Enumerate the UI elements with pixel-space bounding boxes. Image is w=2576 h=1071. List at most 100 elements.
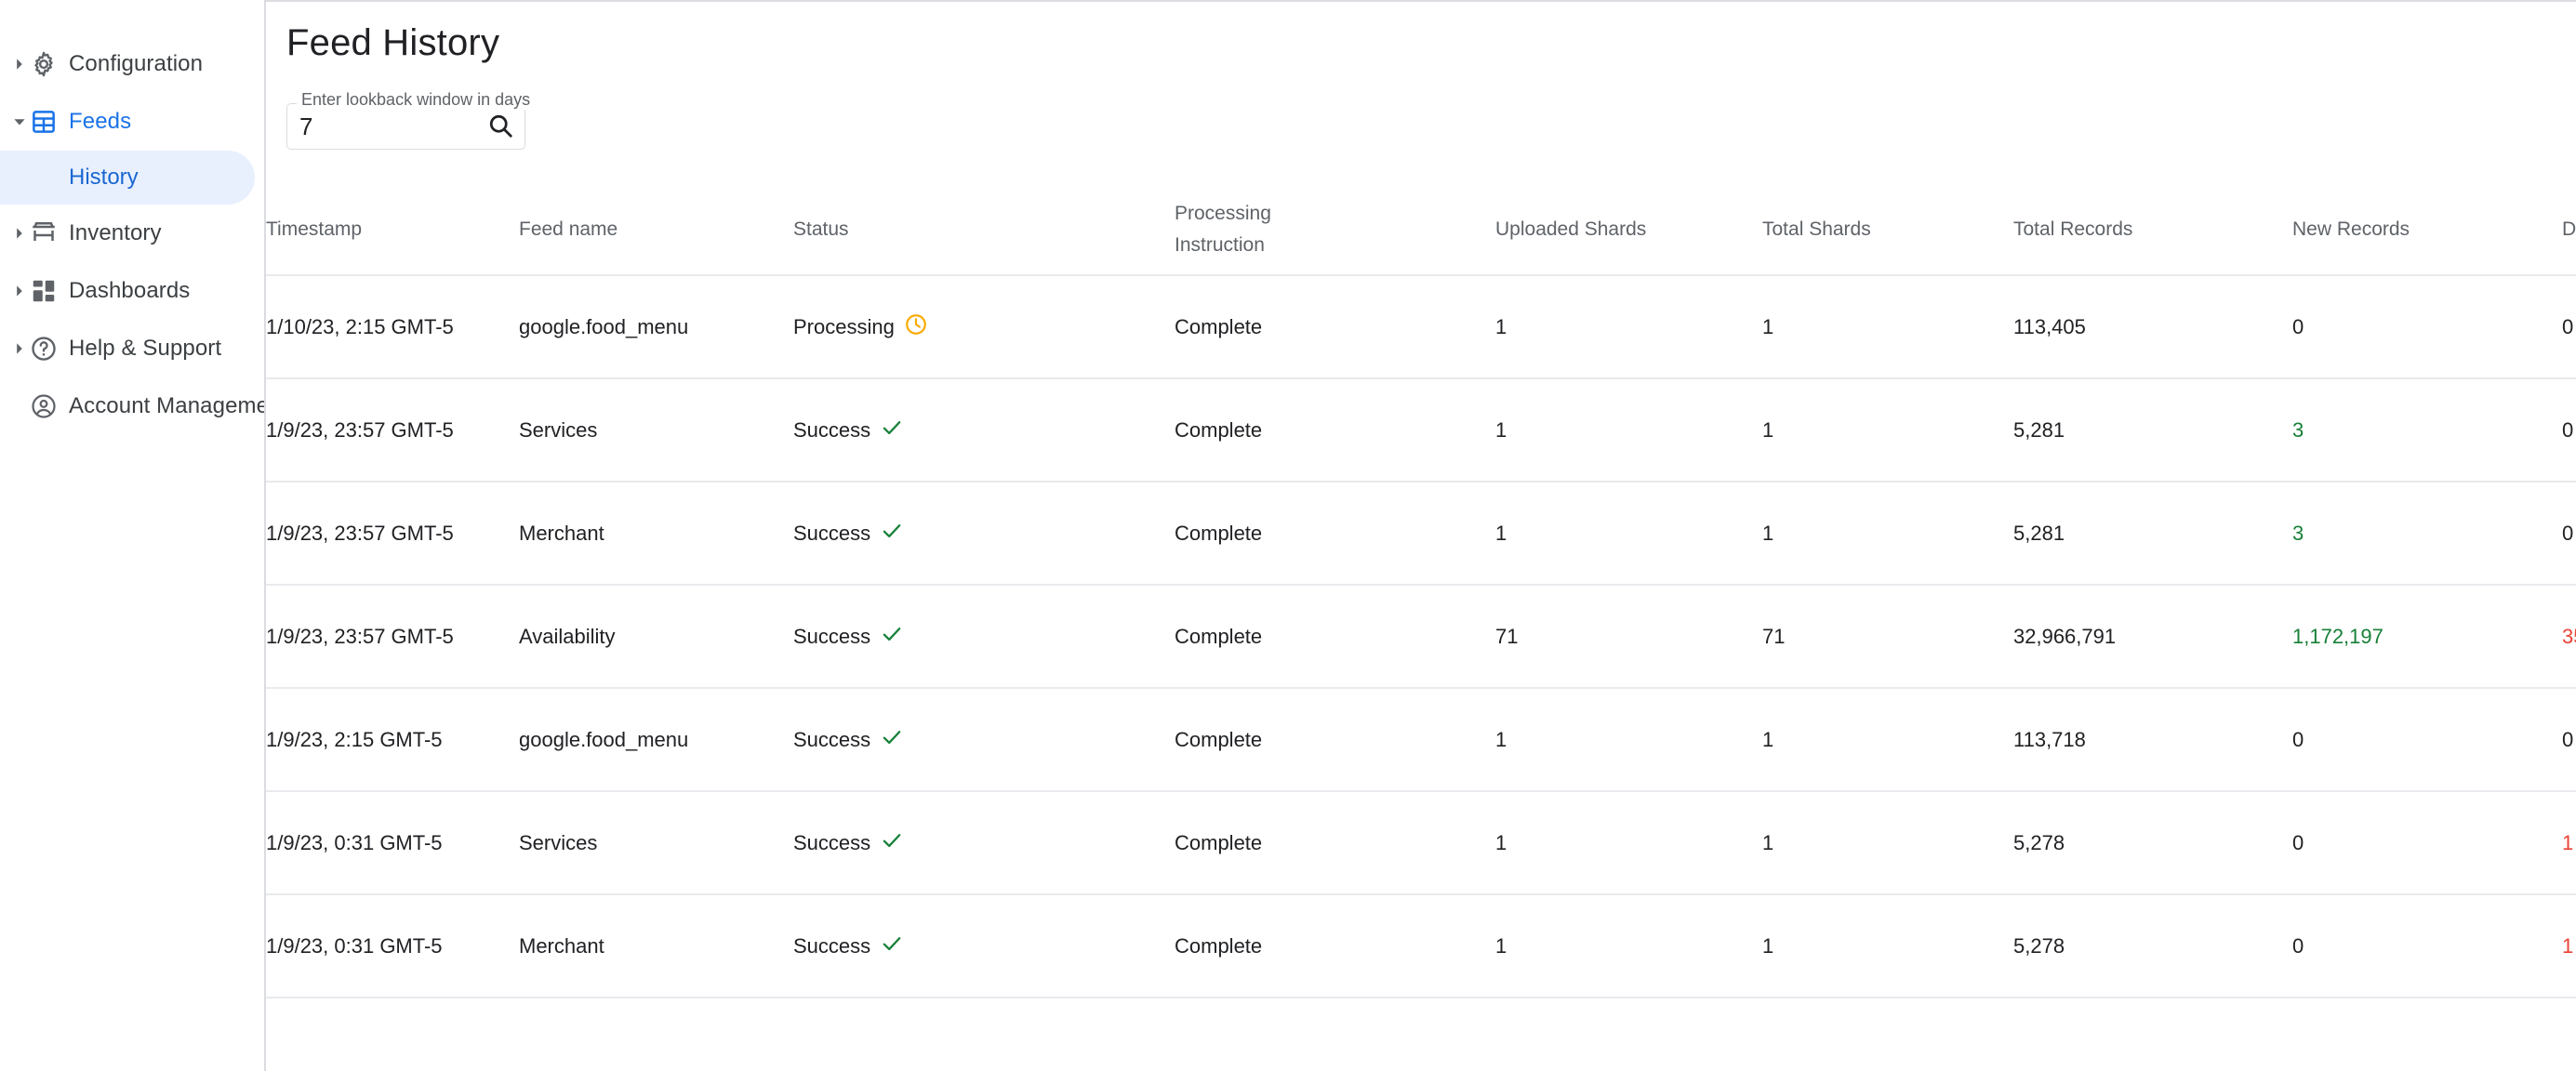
search-button[interactable] <box>476 103 524 150</box>
sidebar-item-label: Feeds <box>69 109 132 134</box>
lookback-window-input[interactable]: 7 <box>299 112 313 140</box>
cell-total-records: 113,718 <box>2013 688 2292 793</box>
column-header-processing-instruction[interactable]: Processing Instruction <box>1175 185 1495 277</box>
lookback-window-label: Enter lookback window in days <box>297 90 536 110</box>
sidebar-item-configuration[interactable]: Configuration <box>0 35 264 93</box>
cell-processing-instruction: Complete <box>1175 275 1495 380</box>
column-header-line-2: Instruction <box>1175 234 1265 257</box>
cell-status: Success <box>793 378 1175 483</box>
cell-feed-name: Services <box>519 791 793 896</box>
check-icon <box>880 622 904 652</box>
account-circle-icon <box>30 392 69 420</box>
column-header-total-shards[interactable]: Total Shards <box>1762 185 2013 277</box>
cell-total-shards: 1 <box>1762 275 2013 380</box>
cell-uploaded-shards: 1 <box>1495 791 1762 896</box>
column-header-total-records[interactable]: Total Records <box>2013 185 2292 277</box>
cell-feed-name: Services <box>519 378 793 483</box>
cell-timestamp: 1/9/23, 23:57 GMT-5 <box>266 378 519 483</box>
table-row[interactable]: 1/9/23, 0:31 GMT-5 Services Success Complet… <box>266 791 2576 896</box>
sidebar-item-inventory[interactable]: Inventory <box>0 205 264 262</box>
grid-table-icon <box>30 108 69 136</box>
table-body: 1/10/23, 2:15 GMT-5 google.food_menu Proce… <box>266 275 2576 999</box>
sidebar-item-dashboards[interactable]: Dashboards <box>0 262 264 320</box>
table-header-row: Timestamp Feed name Status Processing In… <box>266 185 2576 277</box>
cell-feed-name: Merchant <box>519 894 793 999</box>
column-header-status[interactable]: Status <box>793 185 1175 277</box>
cell-new-records: 3 <box>2292 482 2562 587</box>
column-header-timestamp[interactable]: Timestamp <box>266 185 519 277</box>
status-text: Success <box>793 417 871 442</box>
lookback-window-input-box[interactable]: 7 <box>286 103 525 150</box>
cell-total-records: 32,966,791 <box>2013 585 2292 690</box>
sidebar-subitem-label: History <box>69 165 139 190</box>
cell-uploaded-shards: 1 <box>1495 688 1762 793</box>
cell-feed-name: Availability <box>519 585 793 690</box>
chevron-right-icon <box>9 284 30 298</box>
check-icon <box>880 416 904 445</box>
status-text: Success <box>793 624 871 648</box>
column-header-deleted-records[interactable]: Deleted Records <box>2562 185 2576 277</box>
cell-status: Success <box>793 482 1175 587</box>
cell-uploaded-shards: 71 <box>1495 585 1762 690</box>
table-row[interactable]: 1/9/23, 23:57 GMT-5 Merchant Success Comple… <box>266 482 2576 587</box>
main-content: Feed History Enter lookback window in da… <box>264 0 2576 1071</box>
dashboard-icon <box>30 277 69 305</box>
sidebar-item-help-support[interactable]: Help & Support <box>0 320 264 377</box>
cell-new-records: 0 <box>2292 894 2562 999</box>
cell-timestamp: 1/9/23, 2:15 GMT-5 <box>266 688 519 793</box>
table-row[interactable]: 1/9/23, 2:15 GMT-5 google.food_menu Succes… <box>266 688 2576 793</box>
check-icon <box>880 519 904 549</box>
cell-total-shards: 1 <box>1762 894 2013 999</box>
cell-total-records: 5,278 <box>2013 791 2292 896</box>
cell-deleted-records: 35,925 <box>2562 585 2576 690</box>
check-icon <box>880 725 904 755</box>
cell-timestamp: 1/9/23, 23:57 GMT-5 <box>266 482 519 587</box>
cell-new-records: 0 <box>2292 791 2562 896</box>
column-header-line-1: Processing <box>1175 203 1271 224</box>
feed-history-table-scroll[interactable]: Timestamp Feed name Status Processing In… <box>266 185 2576 999</box>
cell-deleted-records: 0 <box>2562 688 2576 793</box>
cell-status: Success <box>793 688 1175 793</box>
cell-status: Success <box>793 894 1175 999</box>
sidebar-item-account-management[interactable]: Account Management... <box>0 377 306 435</box>
cell-processing-instruction: Complete <box>1175 791 1495 896</box>
cell-deleted-records: 0 <box>2562 482 2576 587</box>
table-row[interactable]: 1/9/23, 0:31 GMT-5 Merchant Success Complet… <box>266 894 2576 999</box>
cell-total-shards: 1 <box>1762 378 2013 483</box>
column-header-uploaded-shards[interactable]: Uploaded Shards <box>1495 185 1762 277</box>
search-icon <box>486 112 514 142</box>
table-row[interactable]: 1/9/23, 23:57 GMT-5 Availability Success Co… <box>266 585 2576 690</box>
cell-total-records: 113,405 <box>2013 275 2292 380</box>
cell-status: Success <box>793 585 1175 690</box>
status-text: Processing <box>793 314 895 338</box>
cell-timestamp: 1/9/23, 0:31 GMT-5 <box>266 791 519 896</box>
table-row[interactable]: 1/10/23, 2:15 GMT-5 google.food_menu Proce… <box>266 275 2576 380</box>
column-header-feed-name[interactable]: Feed name <box>519 185 793 277</box>
check-icon <box>880 932 904 961</box>
cell-feed-name: Merchant <box>519 482 793 587</box>
cell-processing-instruction: Complete <box>1175 688 1495 793</box>
chevron-right-icon <box>9 227 30 240</box>
status-text: Success <box>793 830 871 854</box>
cell-uploaded-shards: 1 <box>1495 378 1762 483</box>
check-icon <box>880 828 904 858</box>
sidebar-item-feeds[interactable]: Feeds <box>0 93 264 151</box>
storefront-icon <box>30 219 69 247</box>
table-row[interactable]: 1/9/23, 23:57 GMT-5 Services Success Comple… <box>266 378 2576 483</box>
column-header-new-records[interactable]: New Records <box>2292 185 2562 277</box>
cell-timestamp: 1/9/23, 0:31 GMT-5 <box>266 894 519 999</box>
cell-total-records: 5,281 <box>2013 482 2292 587</box>
cell-processing-instruction: Complete <box>1175 378 1495 483</box>
chevron-down-icon <box>9 115 30 128</box>
cell-total-shards: 1 <box>1762 688 2013 793</box>
cell-uploaded-shards: 1 <box>1495 482 1762 587</box>
sidebar-item-label: Inventory <box>69 220 162 245</box>
chevron-right-icon <box>9 342 30 355</box>
cell-deleted-records: 1 <box>2562 791 2576 896</box>
cell-status: Success <box>793 791 1175 896</box>
cell-new-records: 0 <box>2292 275 2562 380</box>
cell-deleted-records: 0 <box>2562 275 2576 380</box>
sidebar: Configuration Feeds History <box>0 0 306 1071</box>
sidebar-item-history[interactable]: History <box>0 151 255 205</box>
cell-total-shards: 1 <box>1762 482 2013 587</box>
